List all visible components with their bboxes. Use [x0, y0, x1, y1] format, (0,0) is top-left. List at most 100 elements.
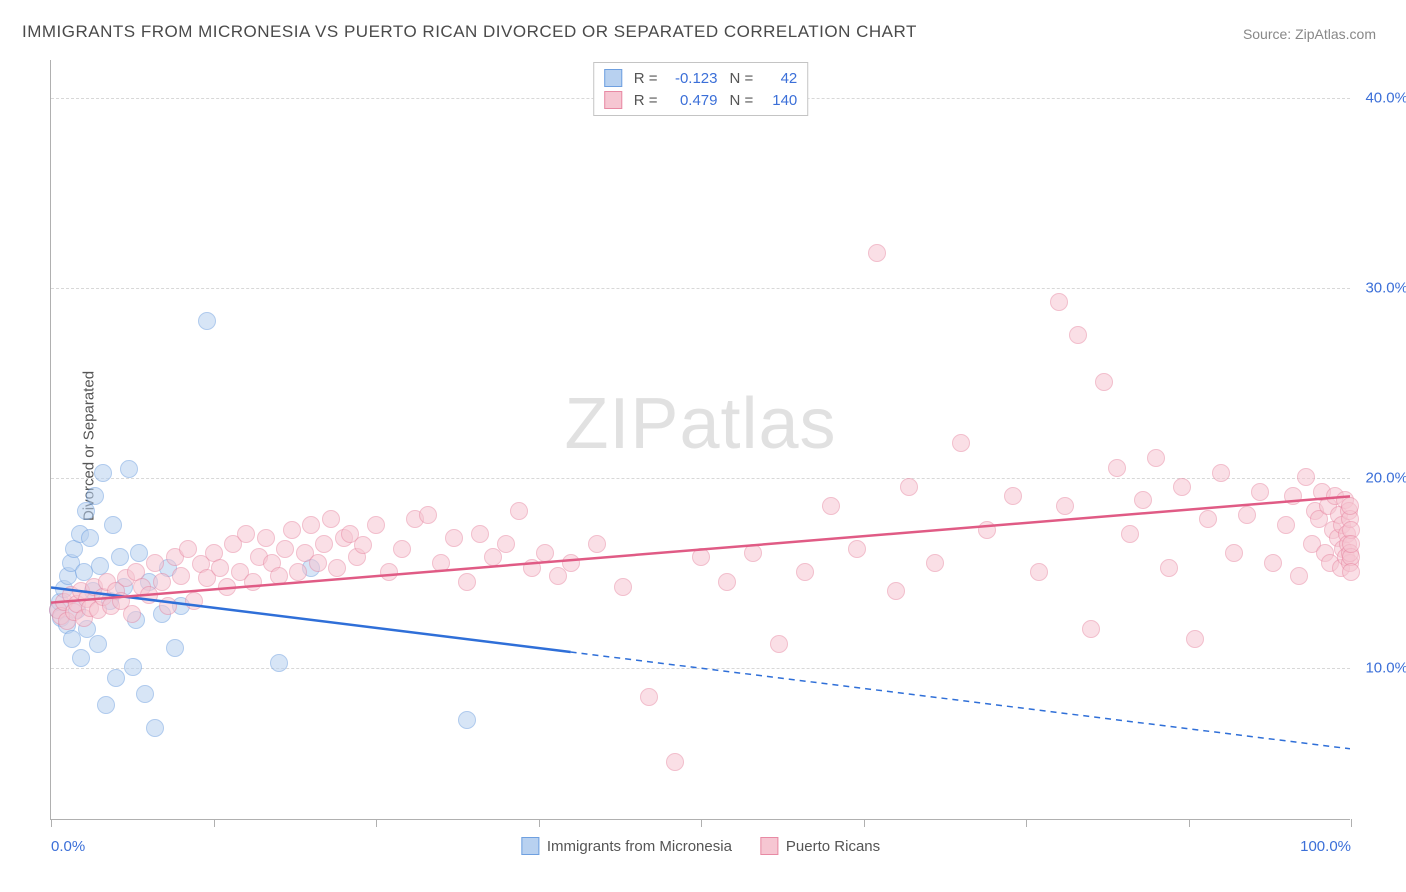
scatter-point-puerto-ricans [328, 559, 346, 577]
scatter-point-micronesia [104, 516, 122, 534]
scatter-point-micronesia [198, 312, 216, 330]
scatter-point-puerto-ricans [1342, 563, 1360, 581]
correlation-row-puerto-ricans: R = 0.479 N = 140 [604, 89, 798, 111]
scatter-point-puerto-ricans [588, 535, 606, 553]
scatter-point-puerto-ricans [497, 535, 515, 553]
x-tick [864, 819, 865, 827]
trend-line-micronesia-extrapolated [571, 652, 1350, 749]
trend-lines [51, 60, 1350, 819]
scatter-point-puerto-ricans [692, 548, 710, 566]
scatter-point-puerto-ricans [1341, 497, 1359, 515]
scatter-point-puerto-ricans [419, 506, 437, 524]
grid-line [51, 478, 1350, 479]
scatter-point-puerto-ricans [354, 536, 372, 554]
x-tick [1189, 819, 1190, 827]
scatter-point-micronesia [77, 502, 95, 520]
scatter-point-puerto-ricans [562, 554, 580, 572]
scatter-point-puerto-ricans [302, 516, 320, 534]
scatter-point-puerto-ricans [257, 529, 275, 547]
y-tick-label: 20.0% [1365, 470, 1406, 487]
scatter-point-puerto-ricans [1134, 491, 1152, 509]
scatter-point-puerto-ricans [536, 544, 554, 562]
scatter-point-puerto-ricans [1030, 563, 1048, 581]
r-label: R = [634, 92, 658, 109]
x-tick [214, 819, 215, 827]
scatter-point-puerto-ricans [1069, 326, 1087, 344]
scatter-point-micronesia [136, 685, 154, 703]
scatter-point-puerto-ricans [744, 544, 762, 562]
scatter-point-puerto-ricans [270, 567, 288, 585]
scatter-point-puerto-ricans [367, 516, 385, 534]
scatter-point-puerto-ricans [471, 525, 489, 543]
watermark-zip: ZIP [564, 384, 679, 464]
watermark-atlas: atlas [679, 384, 836, 464]
r-value: 0.479 [666, 92, 718, 109]
scatter-point-puerto-ricans [1199, 510, 1217, 528]
swatch-puerto-ricans [760, 837, 778, 855]
source-label: Source: [1243, 26, 1295, 42]
x-tick-label: 0.0% [51, 838, 85, 855]
scatter-point-puerto-ricans [484, 548, 502, 566]
scatter-point-puerto-ricans [1056, 497, 1074, 515]
legend-label: Immigrants from Micronesia [547, 838, 732, 855]
chart-title: IMMIGRANTS FROM MICRONESIA VS PUERTO RIC… [22, 22, 917, 42]
scatter-point-puerto-ricans [1251, 483, 1269, 501]
scatter-point-puerto-ricans [822, 497, 840, 515]
legend-item-puerto-ricans: Puerto Ricans [760, 837, 880, 855]
scatter-point-micronesia [81, 529, 99, 547]
scatter-point-micronesia [72, 649, 90, 667]
scatter-point-micronesia [107, 669, 125, 687]
scatter-point-puerto-ricans [1147, 449, 1165, 467]
grid-line [51, 288, 1350, 289]
r-label: R = [634, 70, 658, 87]
x-tick [376, 819, 377, 827]
y-tick-label: 40.0% [1365, 90, 1406, 107]
x-tick [539, 819, 540, 827]
swatch-puerto-ricans [604, 91, 622, 109]
scatter-point-puerto-ricans [179, 540, 197, 558]
scatter-point-micronesia [124, 658, 142, 676]
scatter-point-puerto-ricans [952, 434, 970, 452]
scatter-point-micronesia [270, 654, 288, 672]
scatter-point-puerto-ricans [185, 592, 203, 610]
scatter-point-puerto-ricans [1050, 293, 1068, 311]
scatter-point-puerto-ricans [549, 567, 567, 585]
scatter-point-puerto-ricans [1186, 630, 1204, 648]
scatter-point-puerto-ricans [926, 554, 944, 572]
swatch-micronesia [604, 69, 622, 87]
scatter-point-micronesia [111, 548, 129, 566]
x-tick-label: 100.0% [1300, 838, 1351, 855]
scatter-point-puerto-ricans [848, 540, 866, 558]
scatter-point-puerto-ricans [1095, 373, 1113, 391]
scatter-point-puerto-ricans [900, 478, 918, 496]
scatter-point-puerto-ricans [1264, 554, 1282, 572]
y-tick-label: 10.0% [1365, 660, 1406, 677]
scatter-point-micronesia [146, 719, 164, 737]
swatch-micronesia [521, 837, 539, 855]
scatter-point-puerto-ricans [614, 578, 632, 596]
scatter-point-puerto-ricans [640, 688, 658, 706]
scatter-point-puerto-ricans [770, 635, 788, 653]
scatter-point-puerto-ricans [978, 521, 996, 539]
scatter-point-puerto-ricans [309, 554, 327, 572]
scatter-point-micronesia [97, 696, 115, 714]
x-tick [701, 819, 702, 827]
n-label: N = [730, 70, 754, 87]
scatter-point-puerto-ricans [868, 244, 886, 262]
scatter-point-puerto-ricans [1297, 468, 1315, 486]
scatter-point-puerto-ricans [140, 586, 158, 604]
x-tick [1351, 819, 1352, 827]
scatter-point-puerto-ricans [445, 529, 463, 547]
scatter-point-puerto-ricans [1108, 459, 1126, 477]
y-tick-label: 30.0% [1365, 280, 1406, 297]
scatter-point-puerto-ricans [1121, 525, 1139, 543]
scatter-point-puerto-ricans [1004, 487, 1022, 505]
scatter-point-puerto-ricans [510, 502, 528, 520]
correlation-legend: R = -0.123 N = 42 R = 0.479 N = 140 [593, 62, 809, 116]
correlation-row-micronesia: R = -0.123 N = 42 [604, 67, 798, 89]
scatter-point-puerto-ricans [380, 563, 398, 581]
scatter-point-puerto-ricans [1212, 464, 1230, 482]
scatter-point-puerto-ricans [172, 567, 190, 585]
legend-item-micronesia: Immigrants from Micronesia [521, 837, 732, 855]
n-value: 42 [761, 70, 797, 87]
